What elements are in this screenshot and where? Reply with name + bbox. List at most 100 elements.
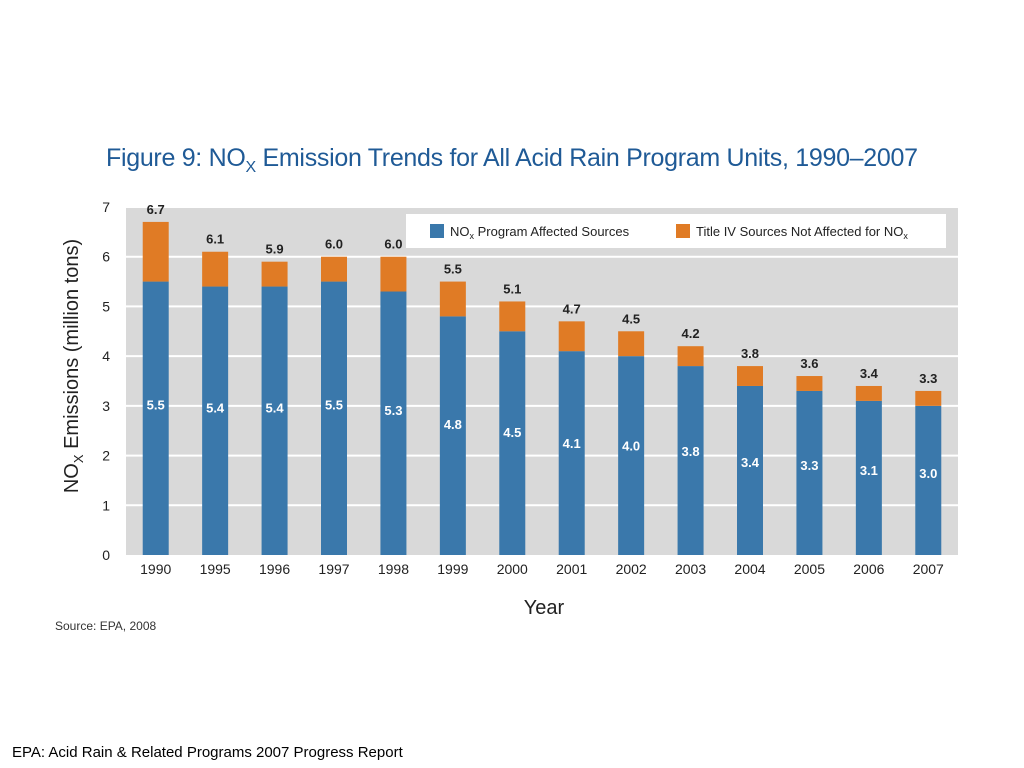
legend-text-subscript: x — [470, 231, 475, 241]
bar-total-label: 3.4 — [860, 366, 879, 381]
bar-value-label: 5.5 — [147, 398, 165, 413]
bar-total-label: 6.0 — [325, 237, 343, 252]
x-tick-label: 2001 — [556, 561, 587, 577]
bar-value-label: 4.8 — [444, 417, 462, 432]
x-tick-label: 1995 — [200, 561, 231, 577]
x-tick-label: 1998 — [378, 561, 409, 577]
bar-value-label: 4.1 — [563, 436, 581, 451]
bar-affected — [261, 286, 288, 555]
y-tick-label: 0 — [102, 547, 110, 563]
legend-swatch — [430, 224, 444, 238]
bar-value-label: 5.4 — [206, 400, 225, 415]
bar-total-label: 6.7 — [147, 202, 165, 217]
bar-total-label: 6.1 — [206, 232, 224, 247]
bar-affected — [142, 281, 169, 555]
bar-value-label: 3.3 — [800, 458, 818, 473]
bar-value-label: 3.1 — [860, 463, 878, 478]
bar-affected — [677, 366, 704, 555]
x-tick-label: 2003 — [675, 561, 706, 577]
bar-value-label: 3.0 — [919, 466, 937, 481]
bar-value-label: 5.5 — [325, 398, 343, 413]
bar-not-affected — [321, 256, 347, 282]
bar-not-affected — [796, 376, 823, 391]
y-tick-label: 5 — [102, 298, 110, 314]
y-tick-label: 2 — [102, 448, 110, 464]
legend-text-suffix: Program Affected Sources — [474, 224, 630, 239]
bar-total-label: 6.0 — [384, 237, 402, 252]
footer-caption: EPA: Acid Rain & Related Programs 2007 P… — [12, 744, 403, 761]
figure-title-subscript: X — [245, 159, 257, 176]
legend-text-prefix: NO — [450, 224, 470, 239]
bar-affected — [439, 316, 466, 555]
y-tick-label: 1 — [102, 497, 110, 513]
bar-affected — [380, 291, 407, 555]
x-tick-label: 1990 — [140, 561, 171, 577]
bar-affected — [915, 405, 942, 555]
bar-affected — [558, 351, 585, 555]
source-note: Source: EPA, 2008 — [55, 619, 157, 633]
bar-total-label: 3.8 — [741, 346, 759, 361]
bar-total-label: 5.1 — [503, 281, 521, 296]
x-tick-label: 1996 — [259, 561, 290, 577]
bar-not-affected — [439, 281, 466, 317]
bar-affected — [499, 331, 526, 555]
bar-value-label: 4.5 — [503, 425, 521, 440]
bar-not-affected — [737, 366, 763, 386]
bar-not-affected — [261, 261, 288, 287]
legend-entry-not-affected: Title IV Sources Not Affected for NOx — [696, 224, 908, 241]
bar-not-affected — [618, 331, 645, 357]
bar-affected — [321, 281, 347, 555]
bar-value-label: 5.3 — [384, 403, 402, 418]
plot-area — [126, 207, 958, 555]
y-tick-label: 4 — [102, 348, 110, 364]
x-tick-label: 2004 — [734, 561, 765, 577]
bar-not-affected — [677, 346, 704, 367]
x-tick-label: 2006 — [853, 561, 884, 577]
bar-affected — [737, 385, 763, 555]
y-tick-label: 6 — [102, 249, 110, 265]
bar-not-affected — [499, 301, 526, 332]
legend-text-subscript: x — [903, 231, 908, 241]
figure-title-prefix: Figure 9: NO — [106, 144, 246, 172]
bar-total-label: 5.9 — [266, 242, 284, 257]
y-tick-label: 7 — [102, 199, 110, 215]
x-tick-label: 2005 — [794, 561, 825, 577]
y-tick-label: 3 — [102, 398, 110, 414]
y-axis-title: NOX Emissions (million tons) — [61, 239, 86, 493]
bar-not-affected — [855, 385, 882, 401]
bar-value-label: 4.0 — [622, 439, 640, 454]
figure-title: Figure 9: NOX Emission Trends for All Ac… — [106, 144, 918, 177]
x-tick-label: 1999 — [437, 561, 468, 577]
bar-not-affected — [142, 221, 169, 282]
bar-value-label: 5.4 — [266, 400, 285, 415]
bar-not-affected — [558, 321, 585, 352]
y-axis-title-prefix: NO — [61, 463, 83, 493]
x-tick-label: 2002 — [616, 561, 647, 577]
bar-total-label: 4.7 — [563, 301, 581, 316]
y-axis-title-suffix: Emissions (million tons) — [61, 239, 83, 455]
x-tick-label: 1997 — [318, 561, 349, 577]
x-tick-label: 2000 — [497, 561, 528, 577]
bar-total-label: 4.2 — [682, 326, 700, 341]
bar-affected — [855, 400, 882, 555]
bar-total-label: 3.3 — [919, 371, 937, 386]
bar-value-label: 3.8 — [682, 444, 700, 459]
bar-value-label: 3.4 — [741, 455, 760, 470]
figure-title-suffix: Emission Trends for All Acid Rain Progra… — [255, 144, 918, 172]
bar-total-label: 4.5 — [622, 311, 640, 326]
bar-total-label: 3.6 — [800, 356, 818, 371]
legend-text-prefix: Title IV Sources Not Affected for NO — [696, 224, 903, 239]
bar-affected — [202, 286, 229, 555]
bar-affected — [618, 356, 645, 555]
bar-affected — [796, 390, 823, 555]
bar-not-affected — [202, 251, 229, 287]
bar-not-affected — [915, 390, 942, 406]
legend-swatch — [676, 224, 690, 238]
x-axis-title: Year — [524, 597, 565, 619]
bar-not-affected — [380, 256, 407, 292]
x-tick-label: 2007 — [913, 561, 944, 577]
y-axis-title-subscript: X — [71, 454, 86, 463]
legend-entry-affected: NOx Program Affected Sources — [450, 224, 630, 241]
